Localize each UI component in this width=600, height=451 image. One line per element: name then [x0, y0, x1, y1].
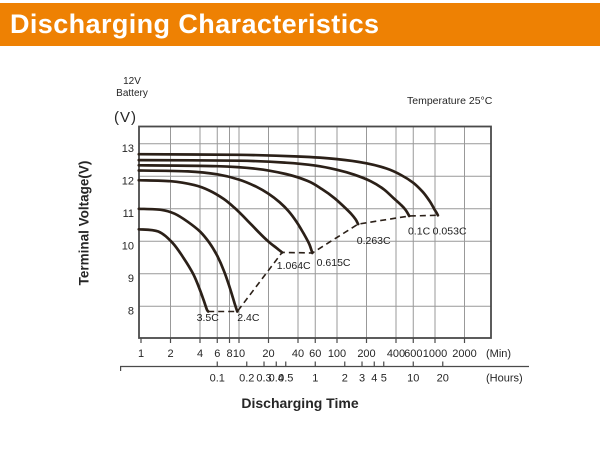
- curve-label-0.263C: 0.263C: [357, 235, 391, 247]
- svg-text:5: 5: [381, 373, 387, 385]
- battery-type-line2: Battery: [116, 87, 148, 99]
- svg-text:40: 40: [292, 348, 304, 360]
- svg-text:2000: 2000: [452, 348, 476, 360]
- temperature-label: Temperature 25°C: [407, 95, 493, 107]
- curve-1.064C: [137, 178, 284, 254]
- svg-text:(Hours): (Hours): [486, 373, 523, 385]
- svg-text:8: 8: [128, 305, 134, 317]
- svg-text:100: 100: [328, 348, 346, 360]
- y-axis: 13 12 11 10 9 8: [122, 143, 134, 317]
- svg-text:400: 400: [387, 348, 405, 360]
- svg-text:0.3: 0.3: [256, 373, 271, 385]
- curve-label-0.053C: 0.053C: [433, 225, 467, 237]
- curve-label-0.1C: 0.1C: [408, 225, 431, 237]
- svg-text:20: 20: [262, 348, 274, 360]
- title-banner: Discharging Characteristics: [0, 3, 600, 46]
- svg-text:3: 3: [359, 373, 365, 385]
- svg-text:0.2: 0.2: [239, 373, 254, 385]
- svg-text:12: 12: [122, 175, 134, 187]
- svg-text:20: 20: [437, 373, 449, 385]
- curve-3.5C: [137, 227, 210, 313]
- curve-0.1C: [137, 158, 411, 218]
- curve-label-3.5C: 3.5C: [197, 312, 220, 324]
- svg-text:11: 11: [123, 208, 134, 220]
- x-axis-hours: 0.1 0.2 0.30.40.5 1 2 3 4 5 10 20 (Hours): [119, 361, 529, 385]
- svg-text:1000: 1000: [423, 348, 447, 360]
- svg-text:13: 13: [122, 143, 134, 155]
- curve-2.4C: [137, 207, 239, 313]
- svg-text:4: 4: [197, 348, 203, 360]
- svg-text:0.1: 0.1: [210, 373, 225, 385]
- svg-text:(Min): (Min): [486, 348, 511, 360]
- svg-text:8: 8: [226, 348, 232, 360]
- svg-text:60: 60: [309, 348, 321, 360]
- svg-text:1: 1: [138, 348, 144, 360]
- svg-text:1: 1: [312, 373, 318, 385]
- curve-0.053C: [137, 152, 440, 217]
- svg-text:2: 2: [342, 373, 348, 385]
- svg-text:2: 2: [167, 348, 173, 360]
- curve-label-2.4C: 2.4C: [237, 312, 260, 324]
- battery-type-line1: 12V: [123, 76, 141, 87]
- svg-text:10: 10: [233, 348, 245, 360]
- curve-label-1.064C: 1.064C: [277, 260, 311, 272]
- svg-text:0.4: 0.4: [269, 373, 284, 385]
- battery-type-label: 12V Battery: [106, 76, 158, 99]
- y-axis-unit-label: (V): [114, 109, 137, 126]
- page-title: Discharging Characteristics: [10, 9, 380, 39]
- svg-text:6: 6: [214, 348, 220, 360]
- svg-text:200: 200: [357, 348, 375, 360]
- discharge-curves: [137, 152, 440, 313]
- curve-labels: 3.5C 2.4C 1.064C 0.615C 0.263C 0.1C 0.053C: [197, 225, 467, 323]
- curve-0.263C: [137, 163, 360, 226]
- svg-text:10: 10: [407, 373, 419, 385]
- svg-text:0.5: 0.5: [278, 373, 293, 385]
- svg-text:10: 10: [122, 240, 134, 252]
- curve-label-0.615C: 0.615C: [317, 257, 351, 269]
- x-axis-title: Discharging Time: [241, 395, 359, 411]
- svg-text:600: 600: [404, 348, 422, 360]
- y-axis-title: Terminal Voltage(V): [76, 160, 92, 286]
- curve-0.615C: [137, 169, 314, 255]
- svg-text:9: 9: [128, 273, 134, 285]
- svg-text:4: 4: [371, 373, 377, 385]
